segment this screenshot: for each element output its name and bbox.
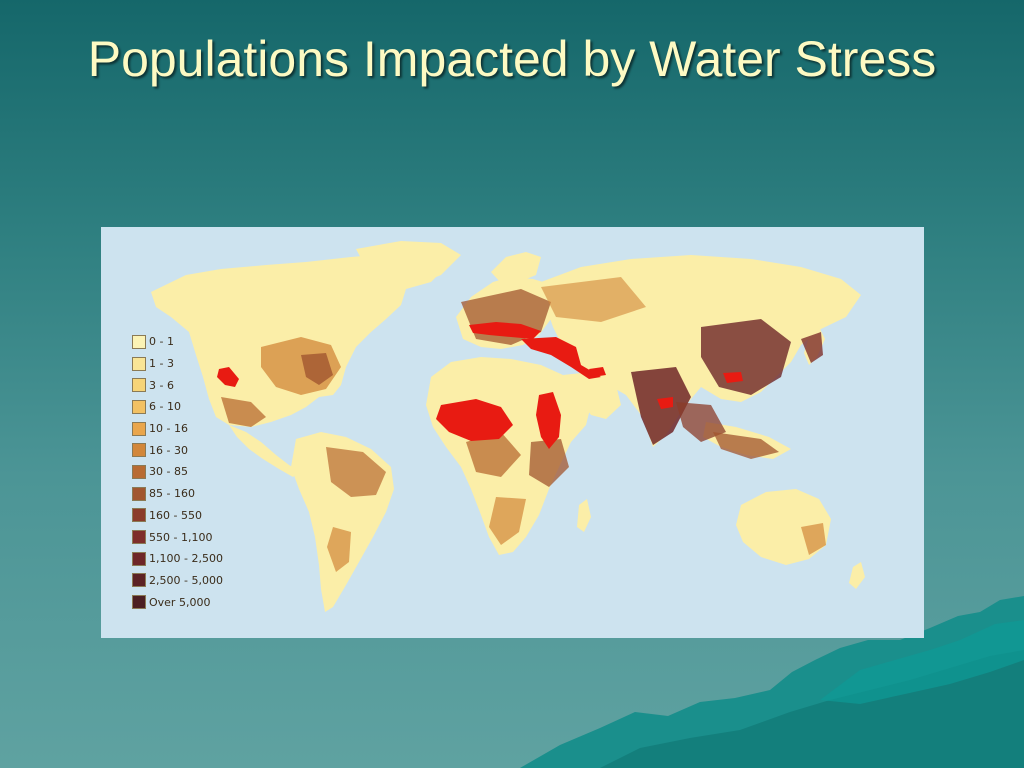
- legend-swatch: [132, 595, 146, 610]
- legend-label: 10 - 16: [149, 422, 188, 436]
- legend-swatch: [132, 508, 146, 523]
- legend-label: 550 - 1,100: [149, 530, 213, 544]
- legend-label: 3 - 6: [149, 378, 174, 392]
- water-stress-regions: [217, 322, 743, 449]
- legend-item: 550 - 1,100: [132, 526, 252, 548]
- legend-label: 6 - 10: [149, 400, 181, 414]
- slide-title: Populations Impacted by Water Stress: [87, 31, 937, 87]
- legend-item: 3 - 6: [132, 374, 252, 396]
- water-stress-central-asia: [589, 367, 606, 377]
- legend-swatch: [132, 356, 146, 371]
- world-population-map: 0 - 1 1 - 3 3 - 6 6 - 10 10 - 16 16 - 30…: [101, 227, 924, 638]
- legend-item: 160 - 550: [132, 505, 252, 527]
- legend-swatch: [132, 464, 146, 479]
- legend-item: 0 - 1: [132, 331, 252, 353]
- water-stress-middle-east: [521, 337, 601, 379]
- legend-label: 2,500 - 5,000: [149, 573, 223, 587]
- legend-label: Over 5,000: [149, 595, 211, 609]
- population-density: [221, 277, 826, 572]
- new-zealand: [849, 562, 865, 589]
- legend-swatch: [132, 443, 146, 458]
- legend-label: 160 - 550: [149, 508, 202, 522]
- central-america: [229, 425, 299, 477]
- scandinavia: [491, 252, 541, 283]
- legend-swatch: [132, 378, 146, 393]
- water-stress-india: [657, 397, 673, 409]
- madagascar: [577, 499, 591, 532]
- legend-swatch: [132, 530, 146, 545]
- water-stress-north-africa: [436, 399, 513, 441]
- legend-label: 30 - 85: [149, 465, 188, 479]
- map-legend: 0 - 1 1 - 3 3 - 6 6 - 10 10 - 16 16 - 30…: [132, 331, 252, 613]
- water-stress-us-southwest: [217, 367, 239, 387]
- legend-swatch: [132, 334, 146, 349]
- legend-label: 1 - 3: [149, 357, 174, 371]
- legend-swatch: [132, 551, 146, 566]
- arabia: [563, 372, 621, 419]
- legend-item: 6 - 10: [132, 396, 252, 418]
- legend-item: Over 5,000: [132, 591, 252, 613]
- legend-item: 2,500 - 5,000: [132, 570, 252, 592]
- legend-label: 85 - 160: [149, 487, 195, 501]
- legend-swatch: [132, 399, 146, 414]
- legend-label: 0 - 1: [149, 335, 174, 349]
- greenland: [356, 241, 461, 289]
- legend-label: 1,100 - 2,500: [149, 552, 223, 566]
- legend-item: 85 - 160: [132, 483, 252, 505]
- water-stress-europe: [469, 322, 541, 339]
- legend-item: 1 - 3: [132, 353, 252, 375]
- legend-item: 10 - 16: [132, 418, 252, 440]
- legend-item: 1,100 - 2,500: [132, 548, 252, 570]
- legend-swatch: [132, 573, 146, 588]
- legend-swatch: [132, 421, 146, 436]
- legend-label: 16 - 30: [149, 443, 188, 457]
- legend-item: 16 - 30: [132, 439, 252, 461]
- legend-item: 30 - 85: [132, 461, 252, 483]
- water-stress-arabia: [536, 392, 561, 449]
- water-stress-china: [723, 372, 743, 383]
- legend-swatch: [132, 486, 146, 501]
